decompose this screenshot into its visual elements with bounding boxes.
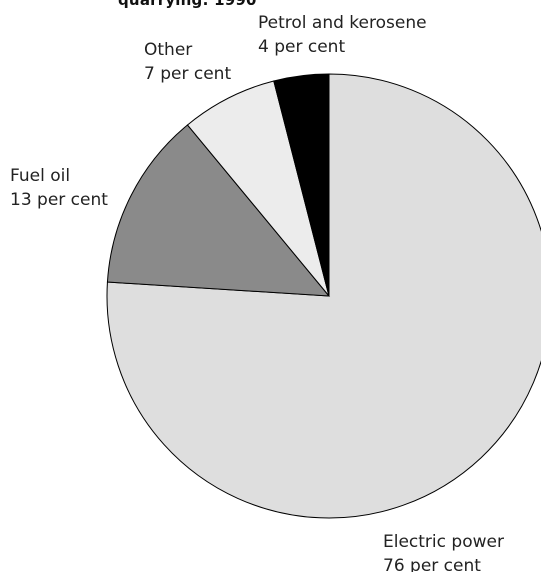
slice-label-electric-power: Electric power 76 per cent (383, 532, 504, 576)
pie-slice-fuel-oil (106, 124, 331, 297)
slice-label-value: 7 per cent (144, 64, 231, 84)
slice-label-value: 4 per cent (258, 37, 345, 57)
labels-layer: Electric power 76 per cent Fuel oil 13 per … (10, 13, 504, 576)
slice-label-other: Other 7 per cent (144, 40, 231, 84)
slice-label-name: Fuel oil (10, 166, 70, 186)
slice-label-fuel-oil: Fuel oil 13 per cent (10, 166, 108, 210)
slices-layer (106, 73, 541, 519)
slice-label-name: Electric power (383, 532, 504, 552)
slice-label-petrol-and-kerosene: Petrol and kerosene 4 per cent (258, 13, 427, 57)
pie-slice-petrol-and-kerosene (273, 73, 330, 297)
slice-label-value: 13 per cent (10, 190, 108, 210)
slice-label-name: Other (144, 40, 192, 60)
slice-label-name: Petrol and kerosene (258, 13, 427, 33)
chart-title: quarrying: 1990 (118, 0, 257, 9)
slice-label-value: 76 per cent (383, 556, 481, 572)
